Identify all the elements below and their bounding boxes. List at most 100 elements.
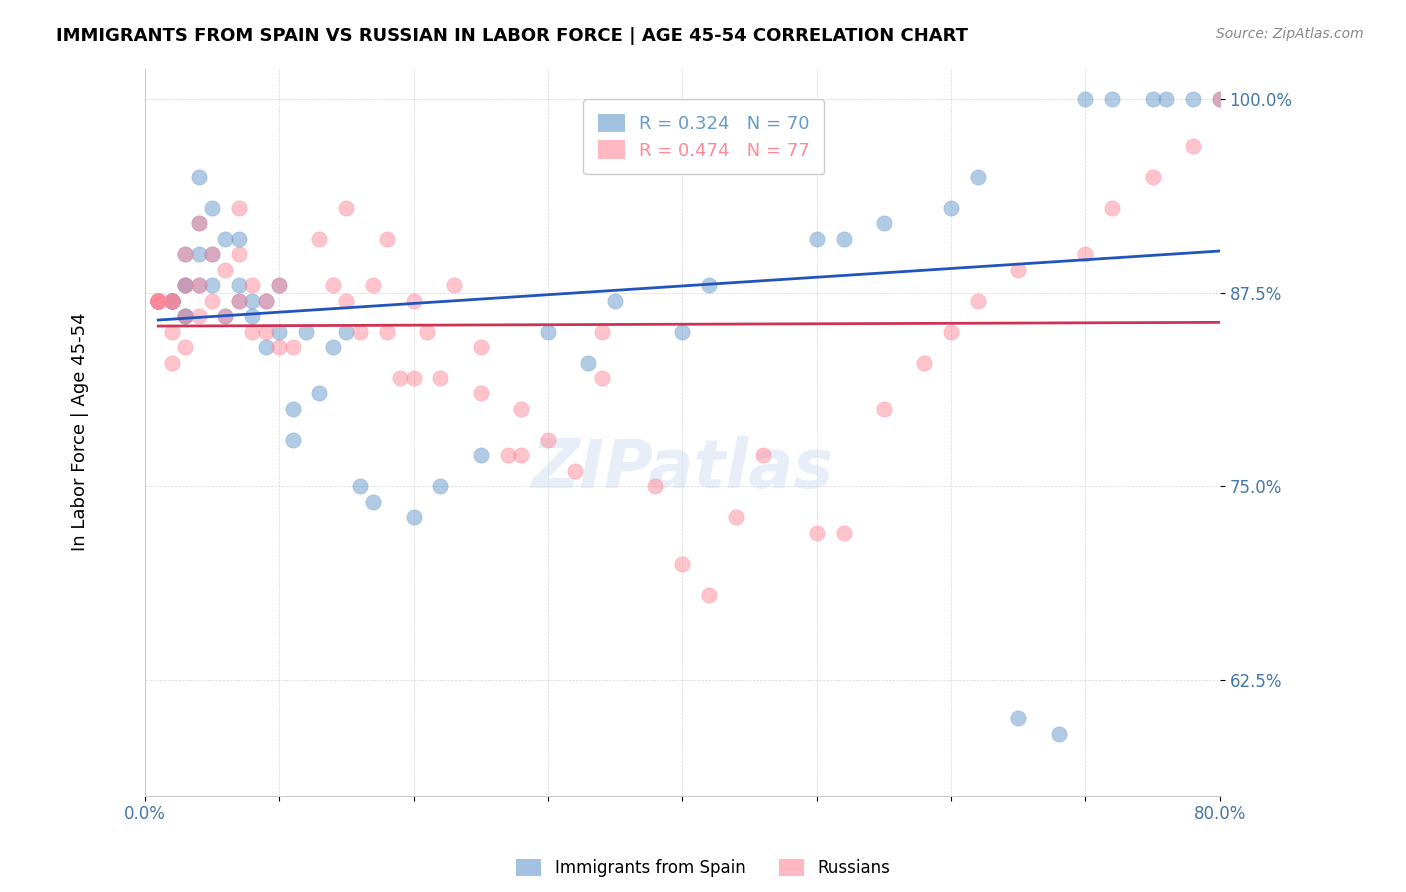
Point — [148, 293, 170, 308]
Point — [148, 293, 170, 308]
Point — [174, 278, 197, 293]
Point — [148, 293, 170, 308]
Point — [470, 340, 492, 354]
Point — [1047, 727, 1070, 741]
Point — [1181, 93, 1204, 107]
Point — [160, 293, 183, 308]
Point — [591, 371, 613, 385]
Point — [832, 232, 855, 246]
Point — [349, 325, 371, 339]
Point — [389, 371, 412, 385]
Point — [697, 588, 720, 602]
Point — [281, 340, 304, 354]
Point — [174, 309, 197, 323]
Point — [240, 309, 263, 323]
Point — [254, 293, 277, 308]
Point — [939, 325, 962, 339]
Point — [1101, 93, 1123, 107]
Point — [402, 293, 425, 308]
Point — [1142, 169, 1164, 184]
Point — [201, 247, 224, 261]
Point — [201, 201, 224, 215]
Point — [1007, 262, 1029, 277]
Point — [174, 309, 197, 323]
Point — [1209, 93, 1232, 107]
Point — [295, 325, 318, 339]
Point — [308, 386, 330, 401]
Point — [148, 293, 170, 308]
Point — [174, 247, 197, 261]
Point — [335, 201, 357, 215]
Point — [537, 325, 560, 339]
Point — [576, 355, 599, 369]
Point — [228, 232, 250, 246]
Point — [174, 340, 197, 354]
Point — [281, 401, 304, 416]
Point — [322, 340, 344, 354]
Point — [510, 401, 533, 416]
Point — [1101, 201, 1123, 215]
Point — [174, 309, 197, 323]
Point — [335, 325, 357, 339]
Point — [148, 293, 170, 308]
Point — [148, 293, 170, 308]
Point — [228, 278, 250, 293]
Point — [228, 247, 250, 261]
Point — [148, 293, 170, 308]
Y-axis label: In Labor Force | Age 45-54: In Labor Force | Age 45-54 — [72, 313, 89, 551]
Point — [240, 293, 263, 308]
Point — [148, 293, 170, 308]
Point — [148, 293, 170, 308]
Point — [160, 293, 183, 308]
Point — [148, 293, 170, 308]
Point — [752, 448, 775, 462]
Point — [1154, 93, 1177, 107]
Point — [214, 309, 236, 323]
Point — [160, 293, 183, 308]
Point — [375, 232, 398, 246]
Point — [160, 293, 183, 308]
Point — [967, 293, 990, 308]
Text: ZIPatlas: ZIPatlas — [531, 435, 834, 501]
Point — [1007, 711, 1029, 725]
Point — [187, 278, 209, 293]
Point — [187, 216, 209, 230]
Point — [269, 340, 291, 354]
Point — [967, 169, 990, 184]
Point — [873, 216, 896, 230]
Point — [160, 293, 183, 308]
Point — [269, 278, 291, 293]
Point — [160, 293, 183, 308]
Point — [697, 278, 720, 293]
Point — [912, 355, 935, 369]
Point — [187, 169, 209, 184]
Point — [939, 201, 962, 215]
Legend: Immigrants from Spain, Russians: Immigrants from Spain, Russians — [509, 852, 897, 884]
Point — [832, 525, 855, 540]
Point — [214, 309, 236, 323]
Point — [160, 293, 183, 308]
Point — [591, 325, 613, 339]
Point — [148, 293, 170, 308]
Point — [160, 355, 183, 369]
Point — [269, 278, 291, 293]
Point — [537, 433, 560, 447]
Point — [470, 448, 492, 462]
Point — [254, 293, 277, 308]
Point — [148, 293, 170, 308]
Point — [1236, 293, 1258, 308]
Point — [214, 262, 236, 277]
Point — [564, 464, 586, 478]
Point — [187, 247, 209, 261]
Point — [148, 293, 170, 308]
Point — [402, 510, 425, 524]
Point — [605, 293, 627, 308]
Point — [174, 278, 197, 293]
Point — [496, 448, 519, 462]
Point — [361, 278, 384, 293]
Point — [281, 433, 304, 447]
Point — [201, 247, 224, 261]
Point — [671, 557, 693, 571]
Point — [1209, 93, 1232, 107]
Point — [174, 278, 197, 293]
